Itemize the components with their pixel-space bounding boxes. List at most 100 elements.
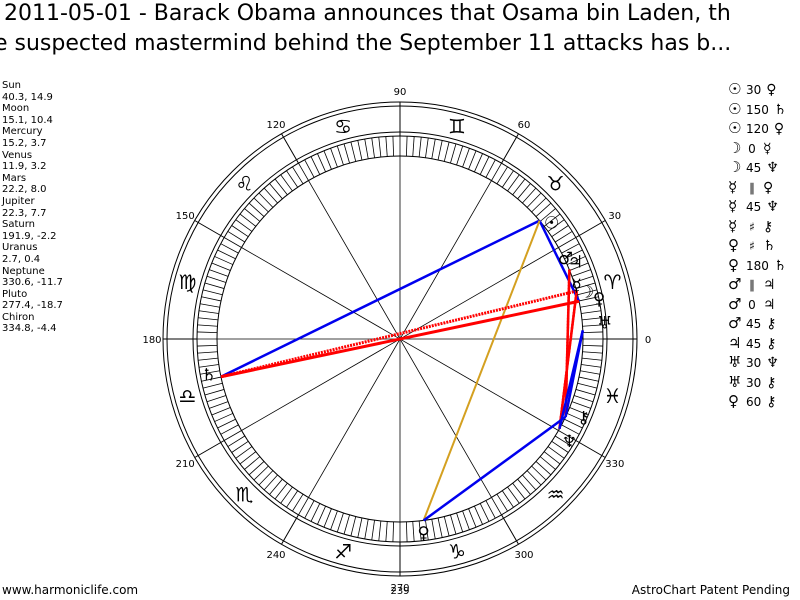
degree-tick — [330, 510, 338, 530]
degree-tick — [274, 482, 288, 500]
position-value: 191.9, -2.2 — [2, 230, 57, 242]
degree-tick — [491, 497, 502, 516]
aspect-row: ♂ 45 ⚷ — [728, 314, 786, 334]
degree-tick — [304, 159, 315, 178]
degree-tick — [214, 256, 233, 265]
degree-tick — [502, 170, 514, 188]
degree-tick — [554, 231, 573, 243]
degree-tick — [336, 512, 344, 533]
venus-icon: ♀ — [766, 82, 777, 98]
degree-tick — [198, 317, 219, 321]
degree-tick — [526, 470, 542, 486]
degree-tick — [385, 521, 388, 542]
degree-tick — [220, 243, 239, 254]
aquarius-icon: ♒ — [547, 483, 565, 507]
degree-tick — [462, 148, 470, 168]
aspect-row: ☉ 120 ♀ — [728, 119, 786, 139]
degree-tick — [571, 269, 591, 277]
jupiter-icon: ♃ — [568, 253, 583, 273]
degree-tick — [371, 520, 375, 541]
neptune-icon: ♆ — [766, 355, 779, 371]
degree-tick — [578, 296, 599, 302]
degree-tick — [253, 465, 269, 481]
uranus-icon: ♅ — [728, 353, 742, 371]
degree-tick — [564, 249, 583, 260]
degree-tick — [269, 478, 283, 495]
position-value: 40.3, 14.9 — [2, 91, 53, 103]
aspect-angle: 45 — [746, 200, 762, 214]
aspect-angle: 30 — [746, 356, 762, 370]
degree-tick — [558, 430, 577, 441]
chiron-icon: ⚷ — [766, 316, 777, 332]
degree-tick — [582, 324, 603, 327]
degree-tick — [581, 317, 602, 321]
aspect-angle: ∥ — [749, 180, 755, 195]
aspect-line-jupiter-chiron — [564, 269, 571, 417]
degree-tick — [223, 430, 242, 441]
degree-label: 300 — [514, 550, 533, 561]
degree-tick — [209, 269, 229, 277]
sign-division — [281, 133, 299, 164]
degree-tick — [485, 159, 496, 178]
aspect-angle: 30 — [746, 375, 762, 390]
sagittarius-icon: ♐ — [334, 540, 352, 564]
mercury-icon: ☿ — [728, 177, 738, 196]
degree-tick — [223, 237, 242, 248]
saturn-icon: ♄ — [773, 101, 787, 118]
pluto-icon: ♀ — [728, 392, 739, 410]
degree-tick — [564, 418, 583, 429]
degree-tick — [239, 213, 257, 227]
degree-tick — [558, 237, 577, 248]
degree-tick — [286, 170, 298, 188]
degree-tick — [231, 225, 249, 237]
degree-tick — [547, 446, 565, 459]
degree-tick — [507, 174, 520, 192]
saturn-icon: ♄ — [201, 366, 216, 386]
degree-tick — [479, 503, 490, 522]
aspect-line-sun-saturn — [220, 219, 541, 378]
degree-label: 150 — [176, 211, 195, 222]
aspect-row: ☿ 45 ♆ — [728, 197, 786, 217]
degree-tick — [343, 143, 350, 164]
degree-tick — [220, 424, 239, 435]
degree-tick — [202, 382, 223, 389]
moon-icon: ☽ — [728, 138, 742, 157]
degree-tick — [350, 141, 357, 162]
degree-label: 0 — [645, 335, 651, 346]
sign-division — [194, 440, 225, 458]
degree-tick — [551, 441, 569, 453]
aries-icon: ♈ — [604, 270, 622, 294]
aspect-row: ☿ ♯ ⚷ — [728, 217, 786, 237]
aspect-row: ♅ 30 ⚷ — [728, 373, 786, 393]
degree-tick — [239, 451, 257, 465]
degree-tick — [443, 141, 450, 162]
degree-tick — [507, 486, 520, 504]
degree-tick — [543, 451, 561, 465]
footer-website: www.harmoniclife.com — [2, 583, 139, 597]
degree-tick — [577, 289, 598, 296]
degree-tick — [258, 192, 274, 208]
degree-tick — [517, 478, 531, 495]
position-name: Pluto — [2, 288, 28, 300]
degree-tick — [206, 275, 227, 283]
degree-tick — [443, 516, 450, 537]
degree-tick — [263, 187, 278, 204]
aspect-angle: ∥ — [749, 278, 755, 292]
degree-tick — [418, 520, 422, 541]
degree-tick — [573, 395, 594, 403]
degree-tick — [575, 282, 596, 289]
position-name: Mercury — [2, 126, 43, 138]
position-name: Jupiter — [2, 195, 35, 207]
gemini-icon: ♊ — [448, 114, 466, 138]
sign-division — [575, 220, 606, 238]
degree-tick — [310, 503, 321, 522]
aspect-row: ☿ ∥ ♀ — [728, 178, 786, 198]
taurus-icon: ♉ — [547, 171, 565, 195]
degree-tick — [244, 456, 261, 470]
scorpio-icon: ♏ — [235, 483, 253, 507]
position-name: Neptune — [2, 265, 45, 277]
position-name: Moon — [2, 103, 30, 115]
degree-tick — [364, 519, 369, 539]
degree-tick — [304, 500, 315, 519]
cancer-icon: ♋ — [334, 114, 352, 138]
